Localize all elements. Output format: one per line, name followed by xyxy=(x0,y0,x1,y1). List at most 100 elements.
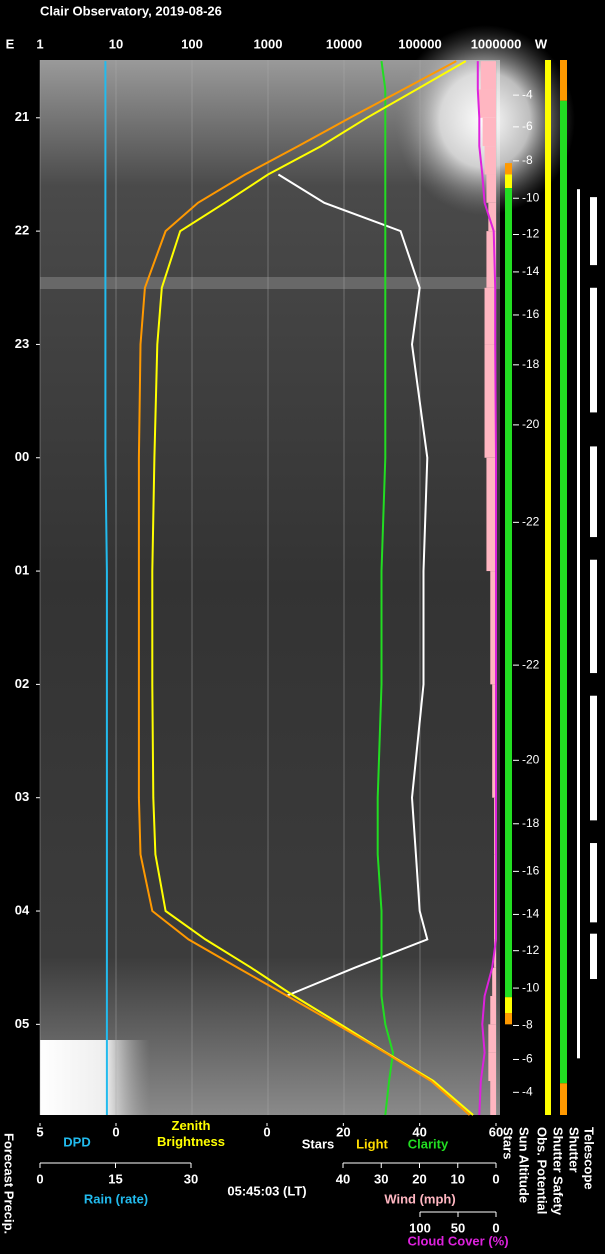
status-segment xyxy=(560,100,567,1084)
sun-tick-label: -10 xyxy=(522,190,540,204)
x-tick-label: 10 xyxy=(109,36,123,51)
area-step xyxy=(486,174,496,203)
sun-tick-label: -18 xyxy=(522,816,540,830)
series-label: DPD xyxy=(63,1134,90,1149)
status-segment xyxy=(505,163,512,175)
x-tick-label: 50 xyxy=(451,1220,465,1235)
x-tick-label: 20 xyxy=(336,1124,350,1139)
x-tick-label: 40 xyxy=(336,1171,350,1186)
x-tick-label: 1000000 xyxy=(471,36,522,51)
forecast-label: Forecast Precip. xyxy=(2,1133,17,1234)
axis-label: Light xyxy=(356,1136,388,1151)
area-step xyxy=(484,344,496,458)
x-tick-label: 20 xyxy=(412,1171,426,1186)
y-tick-label: 01 xyxy=(15,563,29,578)
area-step xyxy=(486,231,496,288)
x-tick-label: 10 xyxy=(451,1171,465,1186)
series-label: Cloud Cover (%) xyxy=(407,1233,508,1248)
sun-tick-label: -6 xyxy=(522,119,533,133)
y-tick-label: 00 xyxy=(15,449,29,464)
sun-tick-label: -10 xyxy=(522,980,540,994)
sun-tick-label: -20 xyxy=(522,417,540,431)
sun-tick-label: -8 xyxy=(522,153,533,167)
area-step xyxy=(480,61,496,90)
status-label: Obs. Potential xyxy=(535,1127,550,1214)
status-segment xyxy=(577,189,580,1059)
area-step xyxy=(488,202,496,232)
area-step xyxy=(488,1024,496,1053)
x-tick-label: 100000 xyxy=(398,36,441,51)
sun-tick-label: -22 xyxy=(522,515,540,529)
x-tick-label: 1000 xyxy=(254,36,283,51)
status-segment xyxy=(590,197,597,266)
x-tick-label: 40 xyxy=(412,1124,426,1139)
status-segment xyxy=(590,559,597,674)
area-step xyxy=(492,967,496,997)
status-label: Sun Altitude xyxy=(517,1127,532,1203)
area-step xyxy=(490,1081,496,1115)
x-tick-label: 0 xyxy=(492,1220,499,1235)
area-step xyxy=(486,457,496,572)
y-tick-label: 23 xyxy=(15,336,29,351)
sun-tick-label: -4 xyxy=(522,87,533,101)
sun-tick-label: -6 xyxy=(522,1052,533,1066)
sun-tick-label: -12 xyxy=(522,227,540,241)
area-step xyxy=(484,146,496,175)
area-step xyxy=(478,89,496,118)
y-tick-label: 03 xyxy=(15,789,29,804)
chart-title: Clair Observatory, 2019-08-26 xyxy=(40,3,222,18)
status-label: Telescope xyxy=(582,1127,597,1190)
series-label: Wind (mph) xyxy=(384,1191,455,1206)
y-tick-label: 02 xyxy=(15,676,29,691)
x-tick-label: 30 xyxy=(184,1171,198,1186)
series-label: Clarity xyxy=(408,1136,449,1151)
x-tick-label: 0 xyxy=(492,1171,499,1186)
sun-tick-label: -18 xyxy=(522,357,540,371)
y-tick-label: 05 xyxy=(15,1016,29,1031)
sky-glow xyxy=(40,1040,150,1115)
series-label: Stars xyxy=(302,1136,335,1151)
status-segment xyxy=(505,997,512,1014)
sun-tick-label: -20 xyxy=(522,752,540,766)
area-step xyxy=(490,571,496,685)
series-line xyxy=(104,61,108,1115)
status-segment xyxy=(590,287,597,413)
x-tick-label: 5 xyxy=(36,1124,43,1139)
x-tick-label: 10000 xyxy=(326,36,362,51)
series-label: Zenith Brightness xyxy=(157,1118,225,1149)
sun-tick-label: -16 xyxy=(522,864,540,878)
sun-tick-label: -14 xyxy=(522,264,540,278)
timestamp: 05:45:03 (LT) xyxy=(227,1183,306,1198)
series-line xyxy=(277,173,429,997)
x-tick-label: 100 xyxy=(409,1220,431,1235)
status-label: Stars xyxy=(501,1127,516,1160)
sky-image xyxy=(40,60,500,1115)
series-line xyxy=(476,61,497,1116)
x-tick-label: 0 xyxy=(36,1171,43,1186)
area-step xyxy=(488,1052,496,1082)
sun-tick-label: -4 xyxy=(522,1085,533,1099)
y-tick-label: 04 xyxy=(15,902,30,917)
east-label: E xyxy=(6,36,15,51)
status-label: Shutter xyxy=(567,1127,582,1173)
status-segment xyxy=(590,933,597,980)
status-segment xyxy=(590,843,597,923)
sun-tick-label: -12 xyxy=(522,943,540,957)
status-segment xyxy=(505,1013,512,1025)
area-step xyxy=(484,287,496,345)
sky-band xyxy=(40,277,500,289)
area-step xyxy=(490,996,496,1025)
sun-tick-label: -16 xyxy=(522,307,540,321)
series-line xyxy=(137,60,471,1116)
series-line xyxy=(376,60,395,1116)
sun-tick-label: -14 xyxy=(522,907,540,921)
west-label: W xyxy=(535,36,548,51)
x-tick-label: 0 xyxy=(263,1124,270,1139)
status-segment xyxy=(590,695,597,821)
sun-tick-label: -8 xyxy=(522,1018,533,1032)
x-tick-label: 1 xyxy=(36,36,43,51)
x-tick-label: 0 xyxy=(112,1124,119,1139)
status-segment xyxy=(545,60,551,1115)
